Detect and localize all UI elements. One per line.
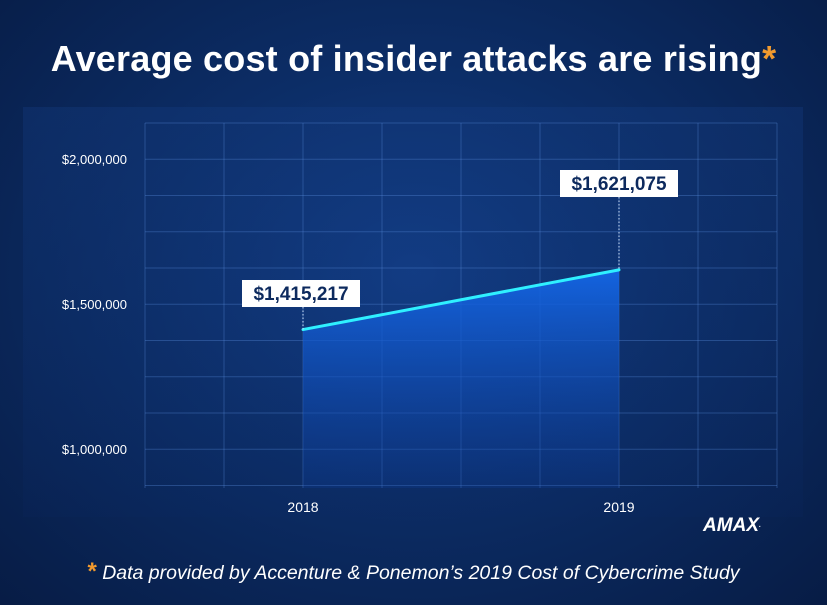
y-axis-ticks: $1,000,000 $1,500,000 $2,000,000 [62,152,127,457]
data-labels: $1,415,217 $1,621,075 [242,170,678,330]
logo-mark: . [759,522,761,529]
footnote: * Data provided by Accenture & Ponemon’s… [0,558,827,586]
amax-logo: AMAX. [690,516,774,536]
footnote-asterisk: * [87,558,97,585]
y-tick-label: $1,500,000 [62,297,127,312]
data-label-box [560,170,678,197]
data-label: $1,415,217 [253,284,348,305]
x-tick-label: 2018 [287,499,318,515]
data-label: $1,621,075 [571,174,667,195]
title-asterisk: * [762,38,777,79]
area-layer [301,268,621,488]
x-axis-ticks: 2018 2019 [287,499,634,515]
data-label-box [242,280,360,307]
chart-title-text: Average cost of insider attacks are risi… [50,38,763,79]
area-fill [303,269,619,488]
y-tick-label: $2,000,000 [62,152,127,167]
x-tick-label: 2019 [603,499,634,515]
series-line [301,268,621,332]
chart-title: Average cost of insider attacks are risi… [0,38,827,80]
footnote-text: Data provided by Accenture & Ponemon’s 2… [102,562,740,584]
y-tick-label: $1,000,000 [62,442,127,457]
logo-text: AMAX [703,515,759,536]
